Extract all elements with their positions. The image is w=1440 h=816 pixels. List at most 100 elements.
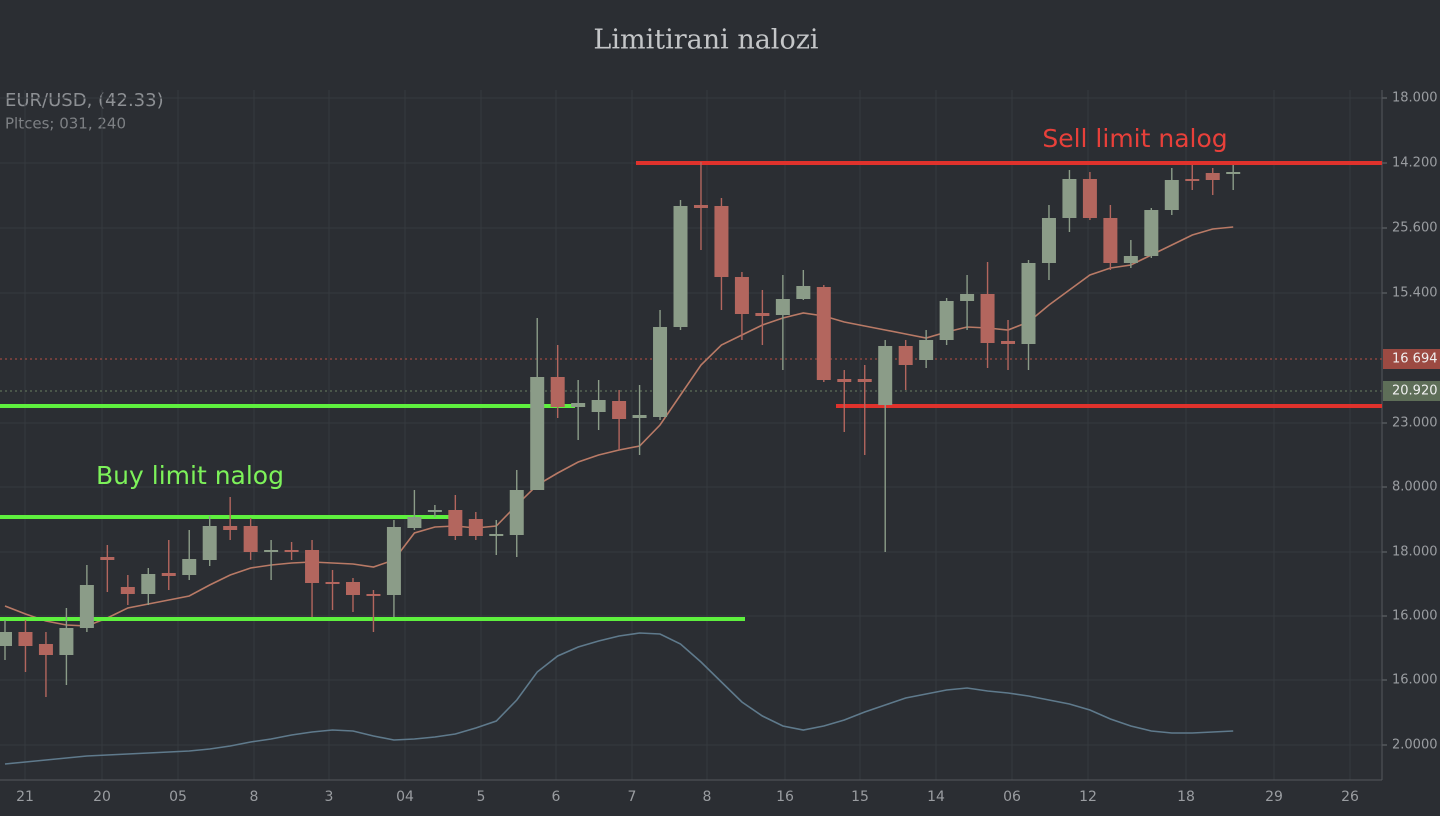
candle-body [1082,179,1097,218]
candle-body [509,490,524,535]
candle-body [857,379,872,382]
candle-body [305,550,320,583]
y-tick-label: 18.000 [1392,545,1438,560]
candle-body [366,594,381,596]
candle-body [59,628,74,655]
candle-body [345,582,360,595]
candle-body [693,205,708,208]
x-tick-label: 29 [1265,789,1283,805]
candle-body [1185,179,1200,181]
candle-body [1021,263,1036,344]
candle-body [325,582,340,584]
indicator-line [4,632,1234,765]
y-tick-label: 23.000 [1392,416,1438,431]
y-tick-label: 16.000 [1392,609,1438,624]
x-tick-label: 05 [169,789,187,805]
candle-body [386,527,401,595]
candle-body [714,206,729,277]
candle-body [264,550,279,552]
candle-body [489,534,504,536]
candle-body [1001,341,1016,344]
candle-body [161,573,176,576]
x-tick-label: 3 [325,789,334,805]
x-tick-label: 6 [552,789,561,805]
candle-body [18,632,33,646]
x-tick-label: 18 [1177,789,1195,805]
candle-body [980,294,995,343]
candle-body [755,313,770,316]
x-tick-label: 04 [396,789,414,805]
x-tick-label: 5 [477,789,486,805]
x-tick-label: 21 [16,789,34,805]
candle-body [1164,180,1179,210]
y-tick-label: 25.600 [1392,221,1438,236]
x-tick-label: 26 [1341,789,1359,805]
x-tick-label: 8 [703,789,712,805]
annotation: Sell limit nalog [1042,124,1227,153]
chart-title: Limitirani nalozi [593,25,819,56]
candle-body [919,340,934,360]
candle-body [79,585,94,628]
candle-body [427,510,442,512]
candle-body [120,587,135,594]
x-tick-label: 16 [776,789,794,805]
candle-body [38,644,53,655]
candle-body [837,379,852,382]
y-tick-label: 15.400 [1392,286,1438,301]
candle-body [0,632,12,646]
candle-body [673,206,688,327]
candle-body [1041,218,1056,263]
candle-body [243,526,258,552]
price-tag [1383,349,1440,369]
price-tag-label: 20.920 [1392,384,1438,399]
candle-body [653,327,668,417]
annotation: Buy limit nalog [96,461,284,490]
candle-body [612,401,627,419]
candle-body [1144,210,1159,256]
candle-body [141,574,156,594]
y-tick-label: 16.000 [1392,673,1438,688]
symbol-label: EUR/USD, (42.33) [5,90,164,111]
candle-body [734,277,749,314]
y-tick-label: 8.0000 [1392,480,1438,495]
candle-body [100,557,115,560]
candle-body [960,294,975,301]
candle-body [1205,173,1220,180]
candle-body [632,415,647,418]
candle-body [1062,179,1077,218]
candle-body [878,346,893,405]
x-tick-label: 20 [93,789,111,805]
candle-body [448,510,463,536]
candle-body [468,519,483,536]
candle-body [530,377,545,490]
candle-body [939,301,954,340]
candle-body [550,377,565,407]
candle-body [202,526,217,560]
info-label: Pltces; 031, 240 [5,115,126,133]
x-tick-label: 12 [1079,789,1097,805]
candle-body [775,299,790,315]
candle-body [284,550,299,552]
price-tag-label: 16 694 [1392,352,1438,367]
candle-body [1226,172,1241,174]
candle-body [796,286,811,299]
candle-body [182,559,197,575]
y-tick-label: 2.0000 [1392,738,1438,753]
x-tick-label: 8 [250,789,259,805]
y-tick-label: 18.000 [1392,91,1438,106]
y-tick-label: 14.200 [1392,156,1438,171]
price-tag [1383,381,1440,401]
candle-body [223,526,238,530]
x-tick-label: 06 [1003,789,1021,805]
candle-body [816,287,831,380]
x-tick-label: 15 [851,789,869,805]
candle-body [1103,218,1118,263]
candle-body [571,403,586,407]
x-tick-label: 7 [628,789,637,805]
candle-body [1123,256,1138,263]
candle-body [407,517,422,528]
candle-body [591,400,606,412]
candle-body [898,346,913,365]
x-tick-label: 14 [927,789,945,805]
